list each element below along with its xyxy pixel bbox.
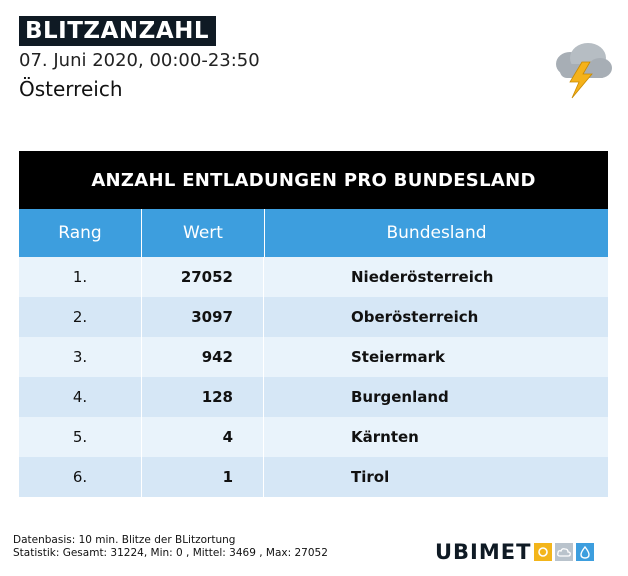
table-row: 2. 3097 Oberösterreich bbox=[19, 297, 608, 337]
thunderstorm-cloud-icon bbox=[556, 43, 612, 99]
rank-cell: 1. bbox=[19, 257, 142, 297]
date-range: 07. Juni 2020, 00:00-23:50 bbox=[19, 50, 260, 71]
value-cell: 3097 bbox=[142, 297, 264, 337]
cloud-icon bbox=[555, 543, 574, 561]
column-header-value: Wert bbox=[142, 209, 265, 257]
table-title: ANZAHL ENTLADUNGEN PRO BUNDESLAND bbox=[19, 151, 608, 209]
statistics-note: Statistik: Gesamt: 31224, Min: 0 , Mitte… bbox=[13, 547, 328, 559]
water-drop-icon bbox=[576, 543, 595, 561]
state-cell: Burgenland bbox=[351, 388, 449, 406]
data-source-note: Datenbasis: 10 min. Blitze der BLitzortu… bbox=[13, 534, 236, 546]
value-cell: 27052 bbox=[142, 257, 264, 297]
table-row: 4. 128 Burgenland bbox=[19, 377, 608, 417]
rank-cell: 5. bbox=[19, 417, 142, 457]
column-header-state: Bundesland bbox=[386, 223, 487, 243]
value-cell: 1 bbox=[142, 457, 264, 497]
rank-cell: 4. bbox=[19, 377, 142, 417]
sun-icon bbox=[534, 543, 553, 561]
column-header-rank: Rang bbox=[19, 209, 142, 257]
state-cell: Kärnten bbox=[351, 428, 419, 446]
value-cell: 4 bbox=[142, 417, 264, 457]
value-cell: 128 bbox=[142, 377, 264, 417]
brand-name: UBIMET bbox=[435, 540, 532, 564]
state-cell: Steiermark bbox=[351, 348, 445, 366]
table-row: 3. 942 Steiermark bbox=[19, 337, 608, 377]
page-title: BLITZANZAHL bbox=[19, 16, 217, 46]
table-header-row: Rang Wert Bundesland bbox=[19, 209, 608, 257]
state-cell: Oberösterreich bbox=[351, 308, 479, 326]
footer-notes: Datenbasis: 10 min. Blitze der BLitzortu… bbox=[13, 534, 328, 560]
lightning-table: ANZAHL ENTLADUNGEN PRO BUNDESLAND Rang W… bbox=[19, 151, 608, 497]
table-row: 5. 4 Kärnten bbox=[19, 417, 608, 457]
rank-cell: 6. bbox=[19, 457, 142, 497]
state-cell: Niederösterreich bbox=[351, 268, 494, 286]
rank-cell: 3. bbox=[19, 337, 142, 377]
table-row: 6. 1 Tirol bbox=[19, 457, 608, 497]
brand-logo: UBIMET bbox=[435, 540, 595, 564]
rank-cell: 2. bbox=[19, 297, 142, 337]
value-cell: 942 bbox=[142, 337, 264, 377]
table-row: 1. 27052 Niederösterreich bbox=[19, 257, 608, 297]
state-cell: Tirol bbox=[351, 468, 390, 486]
region-label: Österreich bbox=[19, 77, 123, 101]
